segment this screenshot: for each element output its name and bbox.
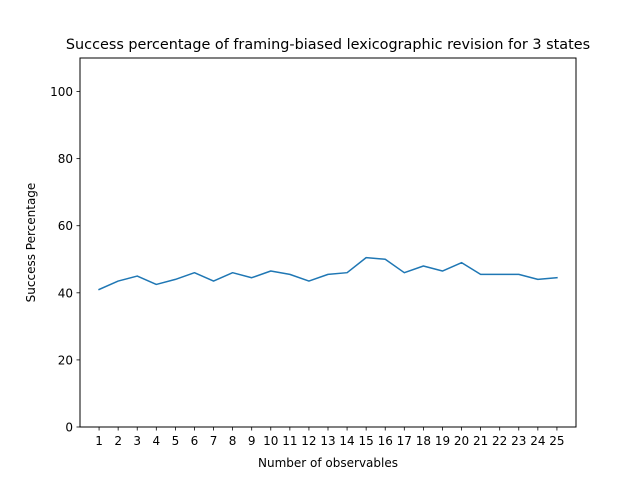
y-tick-label: 40: [58, 286, 73, 300]
x-tick-label: 23: [511, 434, 526, 448]
x-tick-label: 10: [263, 434, 278, 448]
x-tick-label: 14: [339, 434, 354, 448]
plot-area: [80, 58, 576, 427]
x-tick-label: 16: [378, 434, 393, 448]
x-tick-label: 18: [416, 434, 431, 448]
x-tick-label: 2: [114, 434, 122, 448]
y-tick-label: 80: [58, 152, 73, 166]
x-tick-label: 25: [549, 434, 564, 448]
x-tick-label: 17: [397, 434, 412, 448]
x-tick-label: 13: [320, 434, 335, 448]
x-tick-label: 1: [95, 434, 103, 448]
x-tick-label: 21: [473, 434, 488, 448]
plot-frame: [79, 57, 577, 428]
series-layer: [98, 256, 558, 291]
x-tick-label: 5: [172, 434, 180, 448]
x-tick-label: 11: [282, 434, 297, 448]
x-axis-label: Number of observables: [258, 456, 398, 470]
x-tick-label: 4: [152, 434, 160, 448]
x-tick-label: 24: [530, 434, 545, 448]
x-tick-label: 15: [359, 434, 374, 448]
x-tick-label: 7: [210, 434, 218, 448]
chart-title: Success percentage of framing-biased lex…: [66, 37, 590, 53]
y-axis-label: Success Percentage: [24, 183, 38, 303]
y-tick-label: 60: [58, 219, 73, 233]
x-tick-label: 20: [454, 434, 469, 448]
y-tick-label: 100: [50, 85, 73, 99]
x-tick-label: 12: [301, 434, 316, 448]
x-tick-label: 6: [191, 434, 199, 448]
x-tick-label: 22: [492, 434, 507, 448]
y-tick-label: 0: [65, 421, 73, 435]
y-tick-label: 20: [58, 353, 73, 367]
x-tick-label: 8: [229, 434, 237, 448]
x-tick-label: 3: [133, 434, 141, 448]
x-tick-label: 9: [248, 434, 256, 448]
x-tick-label: 19: [435, 434, 450, 448]
